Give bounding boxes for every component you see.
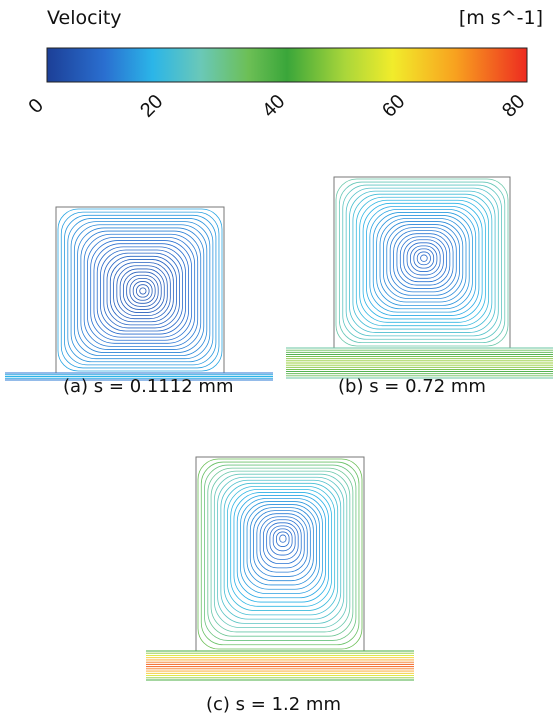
cavity-streamline-1-17 (366, 205, 480, 316)
cavity-streamline-0-3 (132, 281, 153, 301)
cavity-streamline-1-13 (379, 218, 467, 303)
cavity-streamline-2-6 (262, 519, 302, 565)
cavity-streamline-1-4 (410, 245, 438, 272)
cavity-streamline-1-20 (355, 196, 490, 327)
cavity-streamline-1-3 (413, 248, 435, 269)
caption-c: (c) s = 1.2 mm (206, 694, 341, 715)
cavity-streamline-0-22 (70, 221, 211, 360)
cavity-streamline-2-19 (220, 479, 342, 620)
cavity-streamline-2-16 (230, 488, 333, 607)
cavity-streamline-0-19 (80, 230, 202, 350)
cavity-streamline-2-9 (253, 510, 311, 577)
cavity-streamline-2-24 (204, 464, 357, 641)
cavity-streamline-1-1 (420, 254, 428, 262)
panels-group (5, 176, 553, 681)
cavity-streamline-0-7 (119, 268, 165, 313)
cavity-streamline-0-18 (83, 233, 199, 347)
cavity-streamline-0-17 (87, 236, 196, 344)
cavity-streamline-0-23 (67, 218, 214, 363)
cavity-streamline-2-25 (200, 461, 360, 646)
cavity-streamline-1-8 (396, 233, 451, 286)
cavity-streamline-1-18 (362, 202, 483, 320)
cavity-streamline-1-2 (416, 251, 431, 266)
cavity-streamline-2-8 (256, 513, 308, 573)
cavity-streamline-2-4 (269, 525, 296, 556)
cavity-streamline-1-22 (349, 190, 496, 333)
colorbar-gradient (46, 47, 528, 83)
cavity-streamline-1-14 (376, 215, 470, 306)
cavity-streamline-2-10 (249, 507, 314, 582)
cavity-streamline-2-26 (197, 458, 363, 650)
cavity-streamline-0-10 (109, 259, 174, 323)
cavity-streamline-2-17 (227, 485, 336, 611)
cavity-streamline-0-9 (113, 262, 171, 320)
cavity-streamline-2-15 (233, 492, 329, 603)
cavity-streamline-1-11 (386, 224, 460, 296)
colorbar-title: Velocity (47, 7, 122, 29)
cavity-streamline-0-25 (60, 211, 220, 369)
cavity-streamline-1-24 (342, 184, 502, 340)
cavity-streamline-2-5 (266, 522, 299, 560)
cavity-streamline-0-1 (139, 287, 147, 295)
cavity-streamline-2-1 (279, 534, 287, 543)
cavity-streamline-2-7 (259, 516, 305, 569)
cavity-streamline-0-8 (116, 265, 168, 317)
caption-a: (a) s = 0.1112 mm (63, 376, 234, 397)
cavity-streamline-0-15 (93, 243, 189, 338)
cavity-streamline-0-6 (122, 271, 162, 310)
cavity-streamline-1-26 (335, 178, 509, 347)
cavity-streamline-2-2 (276, 531, 290, 547)
cavity-streamline-2-20 (217, 476, 345, 624)
cavity-streamline-0-24 (64, 214, 217, 366)
cavity-streamline-0-2 (136, 284, 150, 298)
cavity-streamline-0-13 (100, 249, 183, 332)
cavity-streamline-2-11 (246, 504, 317, 586)
cavity-streamline-1-19 (359, 199, 486, 323)
cavity-streamline-2-14 (236, 495, 326, 599)
cavity-streamline-0-20 (77, 227, 205, 353)
cavity-streamline-2-21 (213, 473, 348, 629)
cavity-streamline-0-26 (57, 208, 223, 372)
cavity-streamline-0-4 (129, 277, 156, 304)
cavity-streamline-0-5 (126, 274, 159, 307)
cavity-streamline-2-3 (272, 528, 293, 552)
cavity-streamline-2-18 (223, 482, 339, 616)
cavity-streamline-2-23 (207, 467, 354, 637)
cavity-streamline-2-13 (240, 498, 323, 594)
cavity-streamline-1-21 (352, 193, 493, 330)
cavity-streamline-0-11 (106, 255, 177, 326)
cavity-streamline-0-14 (96, 246, 186, 335)
cavity-streamline-1-12 (382, 221, 464, 300)
cavity-streamline-0-21 (73, 224, 208, 357)
cavity-streamline-1-6 (403, 239, 444, 279)
cavity-streamline-1-7 (399, 236, 448, 283)
colorbar-unit: [m s^-1] (458, 7, 543, 29)
cavity-streamline-1-9 (393, 230, 454, 289)
cavity-streamline-2-22 (210, 470, 351, 633)
caption-b: (b) s = 0.72 mm (338, 376, 486, 397)
cavity-streamline-0-16 (90, 240, 193, 341)
cavity-streamline-1-23 (345, 187, 499, 337)
cavity-streamline-1-5 (406, 242, 441, 276)
cavity-streamline-2-12 (243, 501, 320, 590)
cavity-streamline-1-10 (389, 227, 457, 293)
cavity-streamline-1-16 (369, 208, 477, 313)
cavity-streamline-0-12 (103, 252, 180, 329)
cavity-streamline-1-25 (338, 181, 506, 344)
cavity-streamline-1-15 (372, 212, 473, 310)
